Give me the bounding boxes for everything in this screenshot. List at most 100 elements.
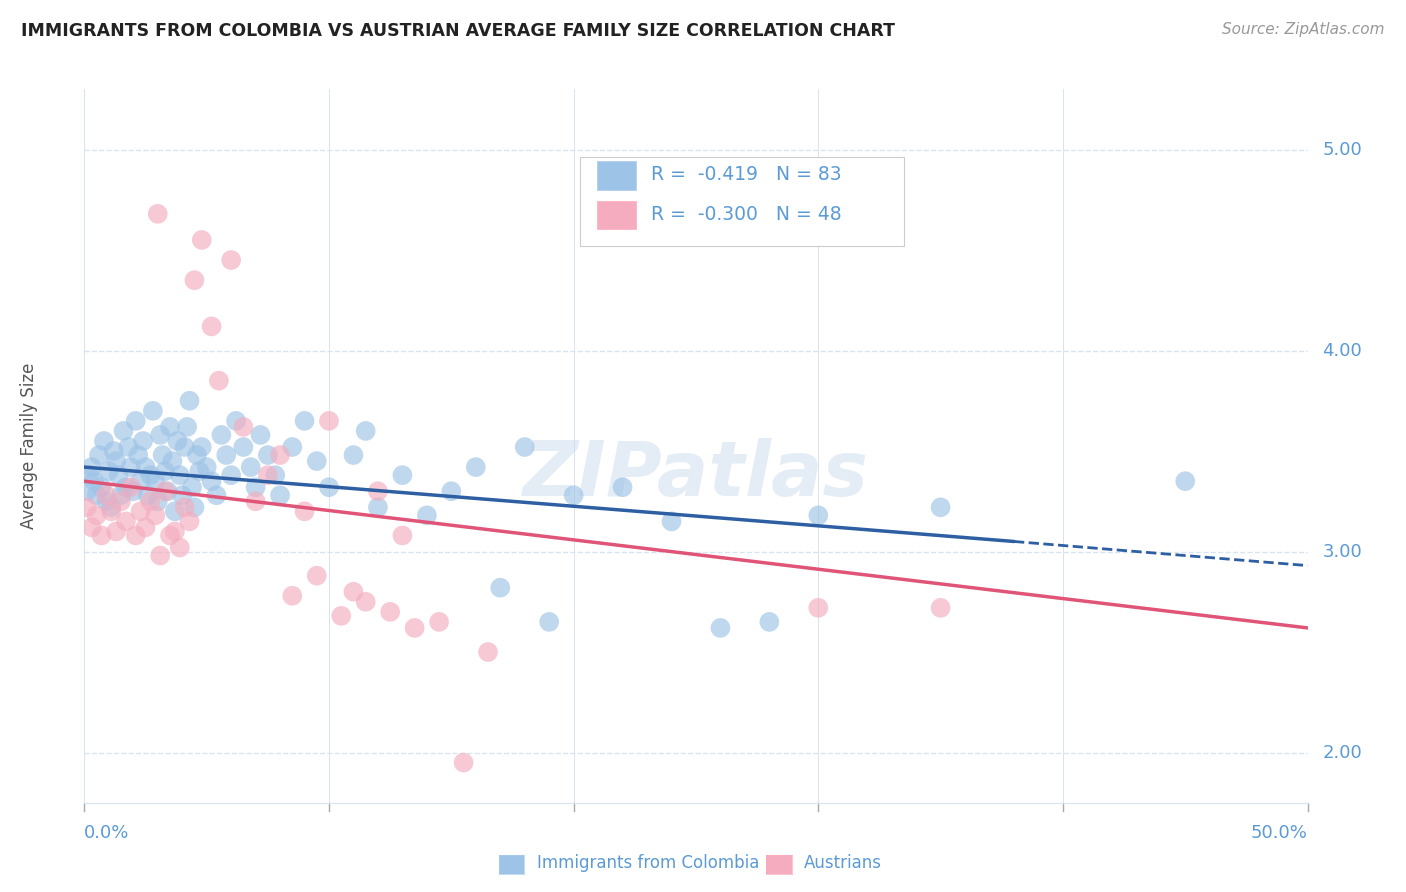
Point — [183, 273, 205, 287]
Point — [215, 448, 238, 462]
Point — [489, 581, 512, 595]
Point — [269, 448, 291, 462]
Point — [149, 549, 172, 563]
Point — [76, 500, 98, 515]
Point — [453, 756, 475, 770]
Text: 2.00: 2.00 — [1322, 744, 1362, 762]
Point — [709, 621, 731, 635]
Point — [294, 504, 316, 518]
Text: IMMIGRANTS FROM COLOMBIA VS AUSTRIAN AVERAGE FAMILY SIZE CORRELATION CHART: IMMIGRANTS FROM COLOMBIA VS AUSTRIAN AVE… — [21, 22, 896, 40]
Point — [90, 480, 112, 494]
Point — [97, 464, 120, 478]
Point — [107, 468, 129, 483]
Point — [281, 440, 304, 454]
Point — [173, 440, 195, 454]
Point — [188, 464, 211, 478]
Point — [416, 508, 439, 523]
Point — [208, 374, 231, 388]
Point — [159, 420, 181, 434]
Point — [122, 484, 145, 499]
Point — [404, 621, 426, 635]
Point — [143, 474, 166, 488]
Point — [219, 253, 242, 268]
Point — [758, 615, 780, 629]
Point — [112, 424, 135, 438]
Point — [391, 468, 413, 483]
Point — [513, 440, 536, 454]
Point — [127, 448, 149, 462]
Point — [281, 589, 304, 603]
Point — [305, 454, 328, 468]
Point — [156, 484, 179, 499]
FancyBboxPatch shape — [579, 157, 904, 246]
Point — [367, 484, 389, 499]
Point — [477, 645, 499, 659]
Point — [129, 504, 152, 518]
Text: 0.0%: 0.0% — [84, 824, 129, 842]
Point — [159, 528, 181, 542]
Point — [191, 440, 214, 454]
Point — [115, 480, 138, 494]
Point — [96, 494, 118, 508]
Text: Source: ZipAtlas.com: Source: ZipAtlas.com — [1222, 22, 1385, 37]
Point — [318, 414, 340, 428]
Point — [807, 600, 830, 615]
Point — [105, 454, 128, 468]
Point — [103, 444, 125, 458]
Point — [200, 474, 222, 488]
Point — [205, 488, 228, 502]
Point — [93, 434, 115, 448]
FancyBboxPatch shape — [598, 161, 636, 190]
Point — [125, 414, 148, 428]
Point — [305, 568, 328, 582]
Point — [257, 448, 280, 462]
Point — [100, 500, 122, 515]
Point — [139, 468, 162, 483]
Point — [132, 434, 155, 448]
Point — [179, 515, 201, 529]
Point — [110, 488, 132, 502]
Point — [661, 515, 683, 529]
Point — [135, 460, 157, 475]
Point — [142, 404, 165, 418]
Point — [125, 528, 148, 542]
Text: Austrians: Austrians — [804, 855, 882, 872]
Point — [80, 460, 103, 475]
Point — [612, 480, 634, 494]
Point — [153, 464, 176, 478]
Point — [169, 468, 191, 483]
Point — [929, 600, 952, 615]
Point — [143, 508, 166, 523]
Point — [105, 524, 128, 539]
Point — [149, 428, 172, 442]
Point — [135, 520, 157, 534]
FancyBboxPatch shape — [598, 201, 636, 229]
Point — [152, 448, 174, 462]
Point — [257, 468, 280, 483]
Point — [232, 420, 254, 434]
Point — [330, 608, 353, 623]
Point — [195, 460, 218, 475]
Point — [163, 504, 186, 518]
Point — [354, 424, 377, 438]
Point — [136, 488, 159, 502]
Point — [1174, 474, 1197, 488]
Text: Immigrants from Colombia: Immigrants from Colombia — [537, 855, 759, 872]
Point — [153, 484, 176, 499]
Point — [162, 454, 184, 468]
Point — [380, 605, 402, 619]
Point — [120, 480, 142, 494]
Point — [209, 428, 232, 442]
Point — [294, 414, 316, 428]
Point — [110, 494, 132, 508]
Point — [163, 524, 186, 539]
Point — [179, 393, 201, 408]
Point — [117, 440, 139, 454]
Point — [354, 595, 377, 609]
Point — [166, 434, 188, 448]
Point — [86, 508, 108, 523]
Point — [318, 480, 340, 494]
Point — [183, 500, 205, 515]
Point — [80, 520, 103, 534]
Point — [186, 448, 208, 462]
